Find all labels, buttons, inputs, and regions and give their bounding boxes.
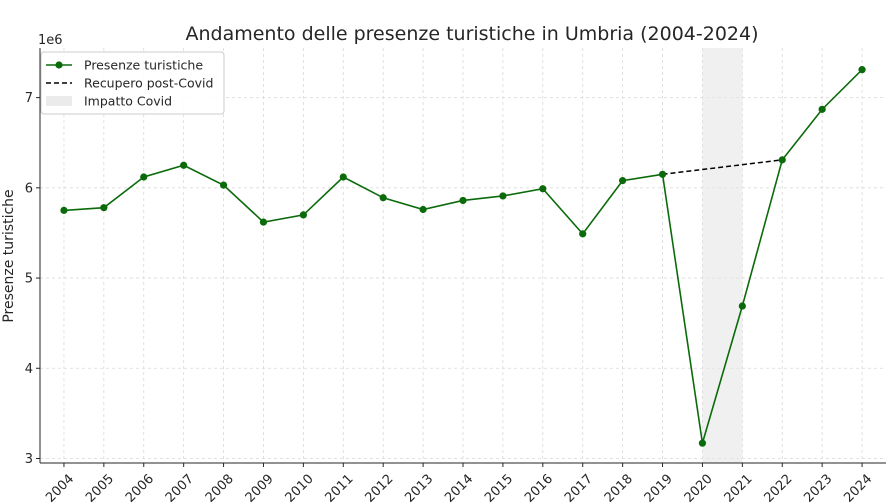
- series-line-recupero: [662, 159, 783, 176]
- x-tick-label: 2018: [602, 472, 636, 504]
- data-point-2007: [180, 161, 188, 169]
- x-tick-label: 2024: [841, 472, 875, 504]
- y-tick-label: 3: [25, 452, 33, 467]
- x-tick-label: 2023: [801, 472, 835, 504]
- legend-swatch-covid: [46, 96, 72, 106]
- data-point-2018: [619, 177, 627, 185]
- data-point-2017: [579, 230, 587, 238]
- x-tick-label: 2012: [362, 472, 396, 504]
- x-tick-label: 2022: [762, 472, 796, 504]
- data-point-2009: [259, 218, 268, 226]
- legend-label-presenze: Presenze turistiche: [84, 58, 203, 73]
- y-axis-label: Presenze turistiche: [1, 189, 17, 322]
- axes: [36, 48, 886, 467]
- data-point-2019: [658, 170, 667, 178]
- x-tick-label: 2004: [43, 472, 77, 504]
- data-point-2005: [100, 204, 108, 212]
- legend-label-covid: Impatto Covid: [84, 94, 172, 109]
- data-point-2012: [379, 194, 387, 202]
- x-tick-label: 2016: [522, 472, 556, 504]
- data-point-2006: [140, 173, 148, 181]
- x-tick-label: 2013: [402, 472, 436, 504]
- x-tick-label: 2015: [482, 472, 516, 504]
- data-point-2024: [858, 66, 866, 74]
- x-tick-label: 2021: [722, 472, 756, 504]
- data-point-2004: [60, 206, 68, 214]
- legend-label-recupero: Recupero post-Covid: [84, 76, 213, 91]
- x-tick-label: 2010: [283, 472, 317, 504]
- data-point-2023: [818, 105, 826, 113]
- y-offset-label: 1e6: [38, 33, 63, 48]
- y-tick-label: 6: [25, 181, 33, 196]
- data-point-2016: [539, 185, 547, 193]
- x-tick-label: 2007: [163, 472, 197, 504]
- legend-box: [40, 51, 225, 115]
- data-point-2022: [778, 156, 786, 164]
- y-tick-label: 5: [25, 272, 33, 287]
- x-tick-label: 2005: [83, 472, 117, 504]
- data-point-2010: [299, 211, 307, 219]
- x-tick-label: 2014: [442, 472, 476, 504]
- data-point-2021: [738, 302, 746, 310]
- y-tick-labels: 3 4 5 6 7: [25, 91, 33, 467]
- chart-title: Andamento delle presenze turistiche in U…: [185, 23, 758, 45]
- data-point-2020: [698, 439, 707, 447]
- series-markers: [60, 66, 866, 447]
- x-tick-label: 2017: [562, 472, 596, 504]
- legend: Presenze turistiche Recupero post-Covid Im…: [40, 51, 225, 115]
- x-tick-label: 2019: [642, 472, 676, 504]
- x-tick-label: 2011: [323, 472, 357, 504]
- data-point-2008: [219, 181, 228, 189]
- x-tick-label: 2020: [682, 472, 716, 504]
- x-tick-label: 2006: [123, 472, 157, 504]
- data-point-2013: [419, 205, 427, 214]
- y-tick-label: 7: [25, 91, 33, 106]
- shaded-regions: [702, 48, 743, 463]
- x-tick-label: 2008: [203, 472, 237, 504]
- x-tick-label: 2009: [243, 472, 277, 504]
- shaded-region-covid: [702, 48, 743, 463]
- data-point-2014: [459, 196, 467, 205]
- data-point-2015: [499, 192, 507, 200]
- data-point-2011: [339, 173, 347, 181]
- legend-marker-presenze: [55, 61, 63, 69]
- y-tick-label: 4: [25, 362, 33, 377]
- x-tick-labels: 2004 2005 2006 2007 2008 2009 2010 2011 2012 2013…: [43, 472, 875, 504]
